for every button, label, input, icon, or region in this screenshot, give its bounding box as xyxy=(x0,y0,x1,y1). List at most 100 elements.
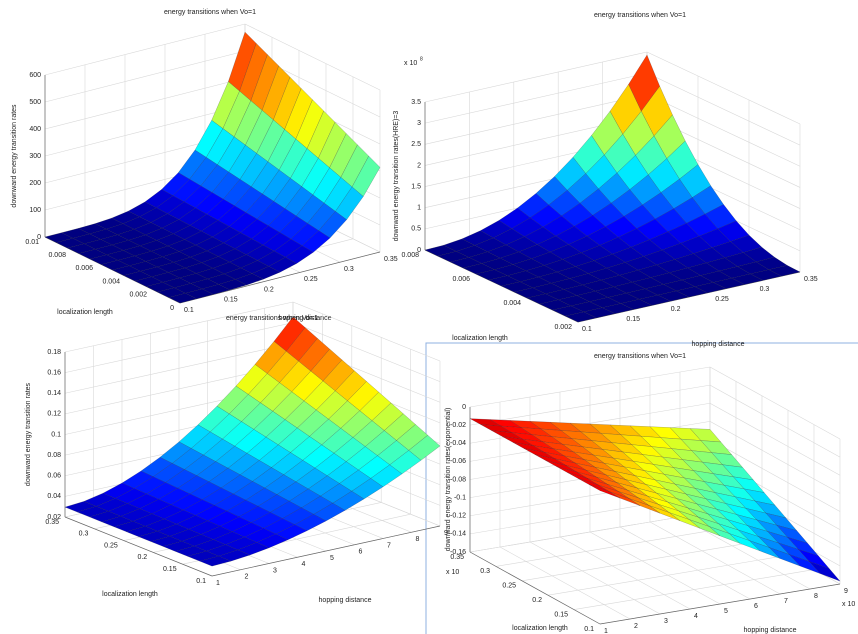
grid-line xyxy=(44,77,246,130)
x-tick-label: 0.01 xyxy=(25,239,39,246)
plot-title: energy transitions when Vo=1 xyxy=(594,353,686,360)
x-tick-label: 0.002 xyxy=(554,324,572,331)
grid-line xyxy=(44,50,246,103)
x-tick-label: 0.006 xyxy=(452,276,470,283)
y-tick-label: 1 xyxy=(604,628,608,634)
z-tick-label: 400 xyxy=(29,126,41,133)
x-tick-label: 0.004 xyxy=(503,300,521,307)
x-tick-label: 0.35 xyxy=(45,519,59,526)
grid-line xyxy=(499,546,631,620)
grid-line xyxy=(709,366,841,440)
surface-plot: 0.020.040.060.080.10.120.140.160.180.350… xyxy=(25,301,459,604)
z-tick-label: 200 xyxy=(29,180,41,187)
y-tick-label: 8 xyxy=(416,536,420,543)
y-axis-label: hopping distance xyxy=(692,341,745,348)
z-tick-label: -0.06 xyxy=(450,458,466,465)
grid-line xyxy=(292,301,441,362)
z-tick-label: 500 xyxy=(29,99,41,106)
y-tick-label: 7 xyxy=(784,598,788,605)
grid-line xyxy=(619,526,751,600)
y-tick-label: 0.35 xyxy=(804,276,818,283)
z-tick-label: -0.16 xyxy=(450,549,466,556)
y-tick-label: 0.15 xyxy=(224,297,238,304)
x-tick-label: 0.2 xyxy=(532,597,542,604)
y-tick-label: 2 xyxy=(245,574,249,581)
z-tick-label: 1 xyxy=(417,205,421,212)
surface-plot: 0 0.5 1 1.5 2 2.5 3 3.5 0.008 0.006 0.004 0.002 0.1 0… xyxy=(393,12,818,348)
exponent-label: x 10 xyxy=(404,60,417,67)
x-tick-label: 0.002 xyxy=(129,292,147,299)
z-tick-label: 0.16 xyxy=(47,369,61,376)
x-tick-label: 0.008 xyxy=(48,252,66,259)
x-axis xyxy=(64,516,213,577)
z-axis-label: downward energy transition rates xyxy=(25,382,32,486)
x-tick-label: 0.35 xyxy=(450,554,464,561)
z-tick-label: 0.06 xyxy=(47,473,61,480)
y-tick-label: 8 xyxy=(814,593,818,600)
grid-line xyxy=(589,531,721,605)
x-tick-label: 0 xyxy=(170,305,174,312)
y-tick-label: 0.2 xyxy=(264,286,274,293)
grid-line xyxy=(424,93,648,145)
exponent-label: x 10 xyxy=(446,569,459,576)
z-axis-label: downward energy transition rates(exponen… xyxy=(445,408,452,552)
y-tick-label: 0.25 xyxy=(304,276,318,283)
grid-line xyxy=(709,439,841,512)
y-axis-label: hopping distance xyxy=(279,315,332,322)
exponent-power: 8 xyxy=(420,56,423,62)
z-axis-label: downward energy transition rates xyxy=(11,104,18,208)
z-tick-label: -0.12 xyxy=(450,513,466,520)
grid-line xyxy=(709,421,841,494)
y-tick-label: 0.25 xyxy=(715,296,729,303)
z-axis-label: downward energy transition rates(HRE)=3 xyxy=(393,111,400,242)
y-tick-label: 0.3 xyxy=(344,266,354,273)
y-axis-label: hopping distance xyxy=(319,597,372,604)
surface-plot: -0.16 -0.14 -0.12 -0.1 -0.08 -0.06 -0.04 -0.02 0… xyxy=(445,353,855,634)
x-tick-label: 0.15 xyxy=(163,566,177,573)
x-axis-label: localization length xyxy=(512,625,568,632)
y-tick-label: 0.3 xyxy=(760,286,770,293)
x-tick-label: 0.004 xyxy=(102,278,120,285)
x-axis-label: localization length xyxy=(102,591,158,598)
x-tick-label: 0.3 xyxy=(480,568,490,575)
z-tick-label: 2 xyxy=(417,162,421,169)
x-axis xyxy=(469,551,601,625)
y-tick-label: 5 xyxy=(330,555,334,562)
plot-title: energy transitions when Vo=1 xyxy=(594,12,686,19)
z-tick-label: 0.08 xyxy=(47,452,61,459)
x-tick-label: 0.006 xyxy=(75,265,93,272)
grid-line xyxy=(709,384,841,458)
x-tick-label: 0.2 xyxy=(137,554,147,561)
grid-line xyxy=(44,23,246,76)
plot-title: energy transitions when Vo=1 xyxy=(164,9,256,16)
y-tick-label: 5 xyxy=(724,608,728,615)
z-tick-label: 0 xyxy=(37,234,41,241)
surface-patch xyxy=(564,311,597,323)
y-tick-label: 4 xyxy=(694,613,698,620)
z-tick-label: -0.02 xyxy=(450,422,466,429)
z-tick-label: 0.12 xyxy=(47,411,61,418)
grid-line xyxy=(646,51,801,125)
z-tick-label: -0.04 xyxy=(450,440,466,447)
z-tick-label: 3 xyxy=(417,120,421,127)
grid-line xyxy=(646,94,801,167)
z-tick-label: 300 xyxy=(29,153,41,160)
surface-patch xyxy=(168,293,198,304)
z-tick-label: 0.1 xyxy=(51,431,61,438)
y-tick-label: 0.1 xyxy=(184,307,194,314)
surface-plot: 0 100 200 300 400 500 600 0.01 0.008 0.006 0.004 0.… xyxy=(11,9,398,322)
x-tick-label: 0.25 xyxy=(502,583,516,590)
y-tick-label: 2 xyxy=(634,623,638,630)
x-tick-label: 0.15 xyxy=(554,611,568,618)
y-tick-label: 9 xyxy=(444,530,448,537)
surface-patch xyxy=(589,484,621,499)
x-axis-label: localization length xyxy=(57,309,113,316)
plot-title: energy transitions when Vo=1 xyxy=(226,315,318,322)
x-axis-label: localization length xyxy=(452,335,508,342)
z-tick-label: -0.14 xyxy=(450,531,466,538)
x-tick-label: 0.3 xyxy=(79,531,89,538)
z-tick-label: 3.5 xyxy=(411,99,421,106)
y-tick-label: 0.35 xyxy=(384,256,398,263)
y-tick-label: 6 xyxy=(359,549,363,556)
z-tick-label: 1.5 xyxy=(411,183,421,190)
